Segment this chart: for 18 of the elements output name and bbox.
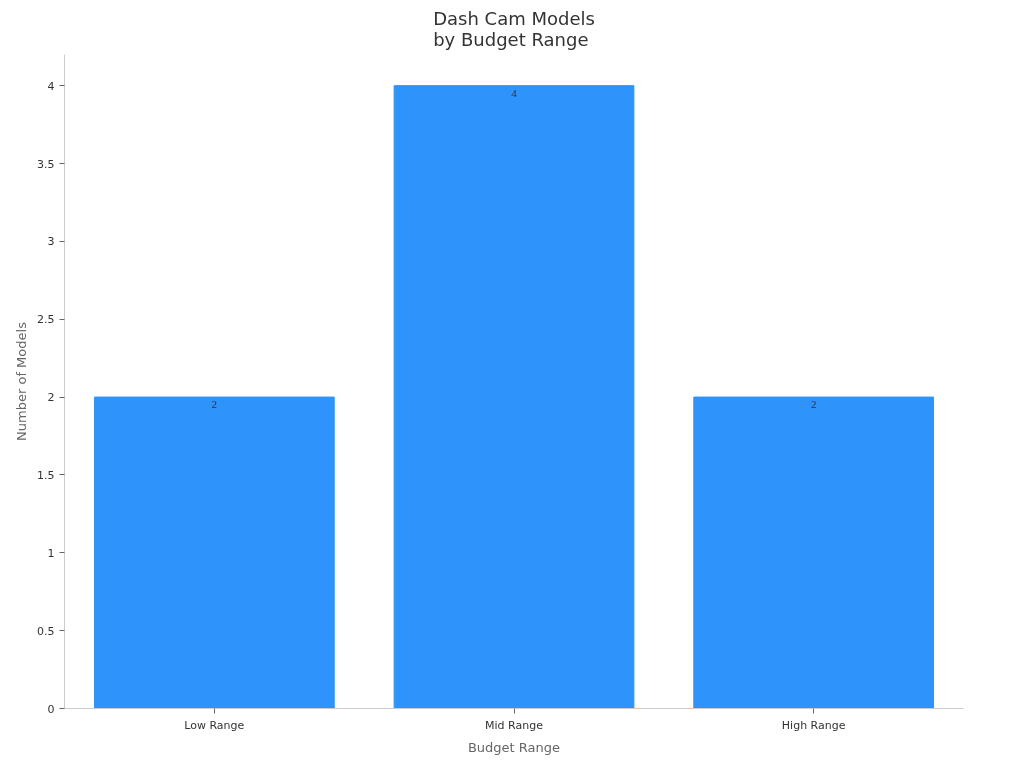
data-label: 4 (511, 86, 518, 99)
x-tick-label: Low Range (184, 718, 245, 732)
y-tick-label: 4 (47, 79, 55, 93)
y-tick-label: 2 (47, 391, 55, 405)
y-tick-label: 0.5 (37, 624, 55, 638)
data-label: 2 (810, 398, 817, 411)
chart-title: Dash Cam Models by Budget Range (433, 7, 595, 50)
y-tick-label: 1.5 (37, 468, 55, 482)
y-tick-label: 0 (47, 702, 55, 716)
x-tick-label: High Range (781, 718, 846, 732)
y-tick-label: 3 (47, 235, 55, 249)
data-label: 2 (211, 398, 218, 411)
y-tick-label: 3.5 (37, 157, 55, 171)
x-tick-label: Mid Range (485, 718, 544, 732)
y-tick-label: 2.5 (37, 313, 55, 327)
x-axis-title: Budget Range (467, 739, 561, 755)
y-axis-title: Number of Models (14, 321, 30, 441)
y-tick-label: 1 (47, 546, 55, 560)
